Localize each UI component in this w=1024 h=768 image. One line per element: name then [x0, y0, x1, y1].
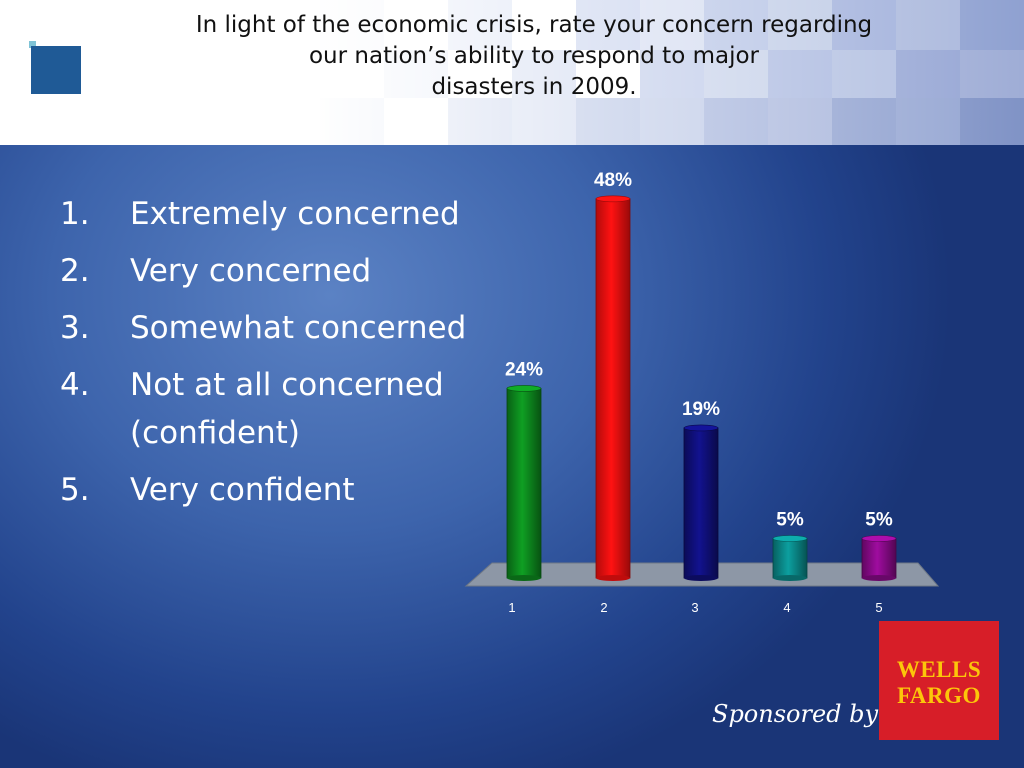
bars-group: 24% 1 48% 2 19% 3 5% 4 5% 5 [505, 170, 897, 615]
bar-5 [861, 538, 897, 579]
x-tick-label-5: 5 [875, 600, 882, 615]
option-text: Very confident [130, 472, 355, 508]
answer-option: 1. Extremely concerned [60, 190, 550, 238]
bar-base-1 [507, 575, 541, 581]
bar-base-5 [862, 575, 896, 581]
x-tick-label-4: 4 [783, 600, 790, 615]
option-text: Not at all concerned (confident) [130, 367, 444, 451]
bar-cap-1 [506, 385, 542, 392]
option-number: 1. [60, 196, 90, 232]
bar-3 [683, 427, 719, 579]
logo-accent-dot [29, 41, 36, 48]
bar-base-4 [773, 575, 807, 581]
option-text: Somewhat concerned [130, 310, 467, 346]
bar-1 [506, 387, 542, 579]
slide-title: In light of the economic crisis, rate yo… [100, 10, 968, 103]
bar-cap-2 [595, 195, 631, 203]
option-number: 4. [60, 367, 90, 403]
answer-option: 2. Very concerned [60, 247, 550, 295]
answer-option: 4. Not at all concerned (confident) [60, 361, 550, 457]
data-label-2: 48% [594, 170, 632, 191]
bar-cap-3 [683, 424, 719, 432]
bar-4 [772, 538, 808, 579]
wells-fargo-logo: WELLS FARGO [879, 621, 999, 740]
answer-option: 3. Somewhat concerned [60, 304, 550, 352]
answer-option: 5. Very confident [60, 466, 550, 514]
bar-base-3 [684, 575, 718, 581]
data-label-4: 5% [776, 510, 804, 531]
logo-line: FARGO [897, 683, 981, 708]
title-line: In light of the economic crisis, rate yo… [195, 12, 873, 38]
option-number: 3. [60, 310, 90, 346]
bar-cap-4 [772, 535, 808, 542]
x-tick-label-1: 1 [508, 600, 515, 615]
wells-fargo-logo-text: WELLS FARGO [879, 657, 999, 709]
header-fade [0, 0, 1024, 145]
bar-2 [595, 198, 631, 579]
x-tick-label-2: 2 [600, 600, 607, 615]
logo-square-icon [31, 46, 81, 94]
bar-base-2 [596, 575, 630, 581]
logo-line: WELLS [896, 657, 982, 682]
option-text: Extremely concerned [130, 196, 460, 232]
option-text: Very concerned [130, 253, 372, 289]
x-tick-label-3: 3 [691, 600, 698, 615]
title-line: our nation’s ability to respond to major [308, 43, 760, 69]
data-label-5: 5% [865, 510, 893, 531]
bar-cap-5 [861, 535, 897, 542]
option-number: 2. [60, 253, 90, 289]
data-label-3: 19% [682, 399, 720, 420]
header: In light of the economic crisis, rate yo… [0, 0, 1024, 145]
answer-options-list: 1. Extremely concerned 2. Very concerned… [60, 190, 550, 523]
sponsor-label: Sponsored by [712, 700, 879, 728]
data-label-1: 24% [505, 359, 543, 380]
option-number: 5. [60, 472, 90, 508]
title-line: disasters in 2009. [431, 74, 637, 100]
